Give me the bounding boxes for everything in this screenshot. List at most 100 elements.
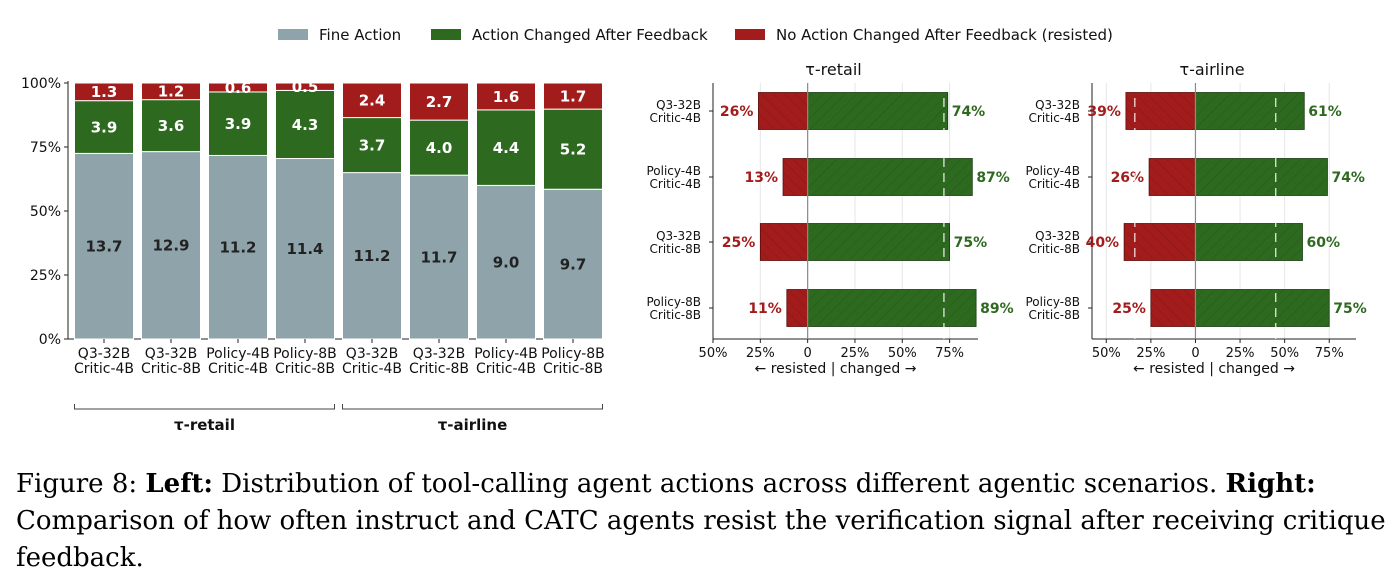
resisted-value: 40% [1086,235,1120,251]
legend-swatch [278,29,308,40]
bar-segment [275,89,335,160]
legend-label: Fine Action [319,26,401,44]
data-label: 4.3 [292,116,319,134]
y-tick-label: Policy-8B [1025,295,1080,309]
changed-hatch [807,289,977,327]
x-tick-label: Critic-8B [543,361,603,377]
y-tick-label: Critic-4B [1029,177,1080,191]
legend-swatch [431,29,461,40]
x-tick-label: 25% [1226,346,1255,361]
changed-value: 89% [980,301,1014,317]
data-label: 5.2 [560,141,587,159]
x-tick-label: Q3-32B [145,346,197,362]
y-tick-label: Critic-8B [650,308,701,322]
figure: Fine Action Action Changed After Feedback… [21,26,1367,434]
x-tick-label: 0 [804,346,812,361]
resisted-hatch [1149,158,1196,196]
caption-figure-label: Figure 8: [16,469,146,499]
x-tick-label: Q3-32B [413,346,465,362]
x-tick-label: 50% [1270,346,1299,361]
changed-hatch [1195,92,1305,130]
data-label: 12.9 [152,237,189,255]
resisted-hatch [1124,223,1196,261]
caption-right-text: Comparison of how often instruct and CAT… [16,506,1386,573]
resisted-hatch [783,158,808,196]
data-label: 3.6 [158,117,185,135]
x-tick-label: 50% [699,346,728,361]
bar-segment [208,82,268,93]
bar-segment [476,184,536,340]
y-tick-label: Critic-4B [650,177,701,191]
data-label: 3.9 [225,115,252,133]
data-label: 3.7 [359,136,386,154]
bar-segment [543,188,603,340]
changed-hatch [1195,289,1330,327]
changed-value: 60% [1306,235,1340,251]
y-tick-label: Q3-32B [656,98,701,112]
group-bracket [74,404,335,410]
y-tick-label: Critic-8B [1029,308,1080,322]
resisted-hatch [758,92,808,130]
x-tick-label: 75% [935,346,964,361]
x-tick-label: 50% [1092,346,1121,361]
bar-segment [275,158,335,340]
resisted-value: 39% [1087,104,1121,120]
legend-swatch [735,29,765,40]
x-tick-label: Critic-4B [476,361,536,377]
changed-value: 74% [1331,170,1365,186]
changed-value: 75% [1333,301,1367,317]
bar-segment [342,172,402,340]
y-tick-label: Critic-8B [650,242,701,256]
x-tick-label: Q3-32B [78,346,130,362]
y-tick-label: Policy-4B [1025,164,1080,178]
bar-segment [543,82,603,110]
legend-label: Action Changed After Feedback [472,26,708,44]
data-label: 1.2 [158,83,185,101]
data-label: 13.7 [85,238,122,256]
changed-value: 61% [1308,104,1342,120]
bar-segment [409,119,469,176]
x-tick-label: 50% [888,346,917,361]
y-tick-label: 0% [39,332,61,348]
x-tick-label: 25% [1136,346,1165,361]
data-label: 1.6 [493,88,520,106]
bar-segment [409,174,469,340]
changed-hatch [807,158,973,196]
resisted-hatch [1125,92,1196,130]
resisted-value: 11% [748,301,782,317]
y-tick-label: Q3-32B [1035,98,1080,112]
bar-segment [208,91,268,156]
x-tick-label: Critic-4B [208,361,268,377]
data-label: 4.0 [426,139,453,157]
bar-segment [141,99,201,153]
x-tick-label: 0 [1191,346,1199,361]
y-tick-label: 75% [30,140,61,156]
y-tick-label: Q3-32B [1035,229,1080,243]
data-label: 9.7 [560,256,587,274]
y-tick-label: 50% [30,204,61,220]
x-tick-label: Q3-32B [346,346,398,362]
x-axis-label: ← resisted | changed → [1133,361,1295,377]
y-tick-label: Critic-8B [1029,242,1080,256]
resisted-value: 13% [745,170,779,186]
y-tick-label: 25% [30,268,61,284]
bar-segment [342,117,402,174]
x-tick-label: Critic-4B [342,361,402,377]
x-tick-label: 25% [746,346,775,361]
data-label: 1.7 [560,87,587,105]
changed-hatch [807,223,950,261]
caption-left-label: Left: [145,469,214,499]
resisted-value: 26% [720,104,754,120]
group-label: τ-airline [438,416,508,434]
y-tick-label: Policy-4B [646,164,701,178]
group-bracket [342,404,603,410]
resisted-hatch [1150,289,1196,327]
stacked-bar-chart: 0%25%50%75%100%13.73.91.3Q3-32BCritic-4B… [21,76,605,434]
y-tick-label: 100% [21,76,61,92]
bar-segment [74,82,134,102]
x-tick-label: Critic-8B [275,361,335,377]
group-label: τ-retail [174,416,235,434]
changed-value: 75% [954,235,988,251]
data-label: 2.4 [359,92,386,110]
legend: Fine Action Action Changed After Feedback… [278,26,1113,44]
